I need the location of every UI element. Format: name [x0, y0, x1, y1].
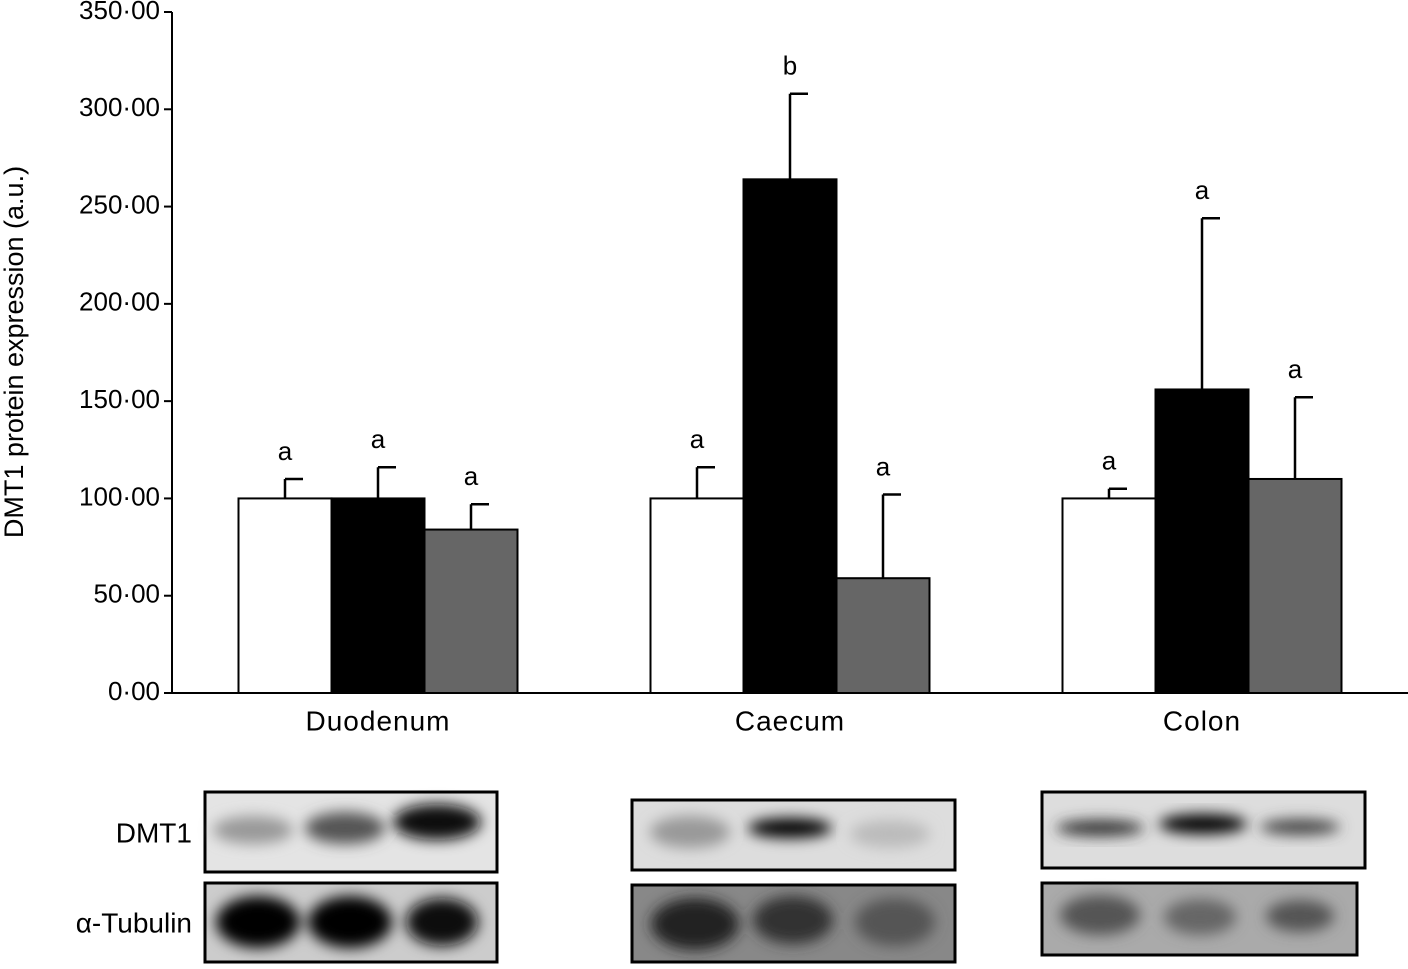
annotation: a [371, 424, 386, 454]
blot-bands [1060, 895, 1334, 935]
error-bar [881, 493, 901, 579]
blot-bands [650, 816, 930, 848]
bar [835, 577, 931, 695]
y-tick-label: 0·00 [108, 676, 160, 706]
bar [1247, 477, 1343, 694]
error-bar [283, 477, 303, 499]
error-bar [1293, 396, 1313, 479]
error-bar [788, 92, 808, 180]
blot-row-label: DMT1 [116, 817, 192, 848]
error-bar [469, 503, 489, 530]
y-tick-label: 250·00 [79, 189, 160, 219]
annotation: a [278, 436, 293, 466]
error-bar [1200, 216, 1220, 390]
y-tick-label: 150·00 [79, 384, 160, 414]
annotation: a [876, 451, 891, 481]
annotation: a [1195, 175, 1210, 205]
annotation: a [690, 424, 705, 454]
bar [742, 178, 838, 694]
annotation: b [783, 51, 797, 81]
bar [649, 497, 745, 694]
bar [423, 528, 519, 694]
error-bar [376, 466, 396, 499]
y-tick-label: 50·00 [94, 579, 161, 609]
x-tick-label: Colon [1163, 705, 1241, 736]
error-bar [1107, 487, 1127, 499]
bar [330, 497, 426, 694]
y-axis-label: DMT1 protein expression (a.u.) [0, 166, 29, 538]
bar [1061, 497, 1157, 694]
y-tick-label: 200·00 [79, 287, 160, 317]
blot-bands [216, 896, 478, 948]
bar [1154, 388, 1250, 694]
annotation: a [464, 461, 479, 491]
y-tick-label: 100·00 [79, 481, 160, 511]
annotation: a [1288, 354, 1303, 384]
x-tick-label: Duodenum [306, 705, 451, 736]
x-tick-label: Caecum [735, 705, 845, 736]
blot-bands [213, 804, 481, 844]
blot-row-label: α-Tubulin [76, 907, 192, 938]
error-bar [695, 466, 715, 499]
blot-bands [1056, 814, 1340, 836]
y-tick-label: 350·00 [79, 0, 160, 25]
y-tick-label: 300·00 [79, 92, 160, 122]
annotation: a [1102, 446, 1117, 476]
bar [237, 497, 333, 694]
blot-bands [651, 896, 935, 950]
blots [203, 790, 1367, 964]
